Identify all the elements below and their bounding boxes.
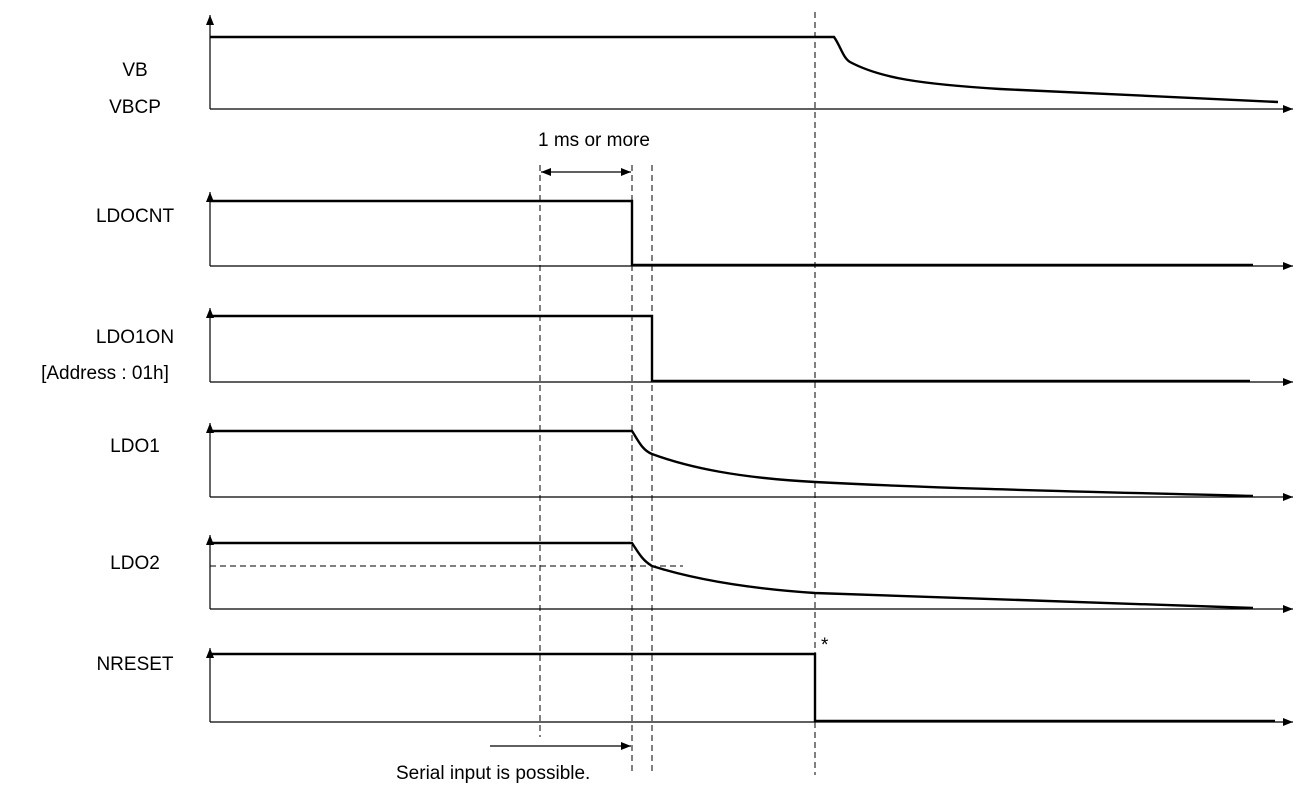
label-ldo1: LDO1 — [110, 436, 160, 457]
label-vbcp: VBCP — [109, 97, 161, 118]
label-nreset: NRESET — [96, 654, 173, 675]
waveform-nreset — [210, 652, 1275, 723]
label-vb: VB — [122, 60, 147, 81]
waveform-ldocnt — [210, 199, 1253, 267]
waveform-ldo1 — [210, 429, 1254, 498]
waveform-ldo1on — [210, 314, 1250, 383]
label-ldocnt: LDOCNT — [96, 206, 175, 227]
nreset-asterisk: * — [821, 635, 829, 656]
waveform-vb — [210, 35, 1279, 104]
timing-markers — [539, 12, 816, 775]
serial-label: Serial input is possible. — [396, 763, 590, 784]
interval-label: 1 ms or more — [538, 130, 650, 151]
label-ldo1on: LDO1ON — [96, 327, 174, 348]
label-address: [Address : 01h] — [41, 363, 169, 384]
waveform-ldo2 — [210, 541, 1254, 610]
label-ldo2: LDO2 — [110, 553, 160, 574]
axes — [206, 15, 1293, 726]
